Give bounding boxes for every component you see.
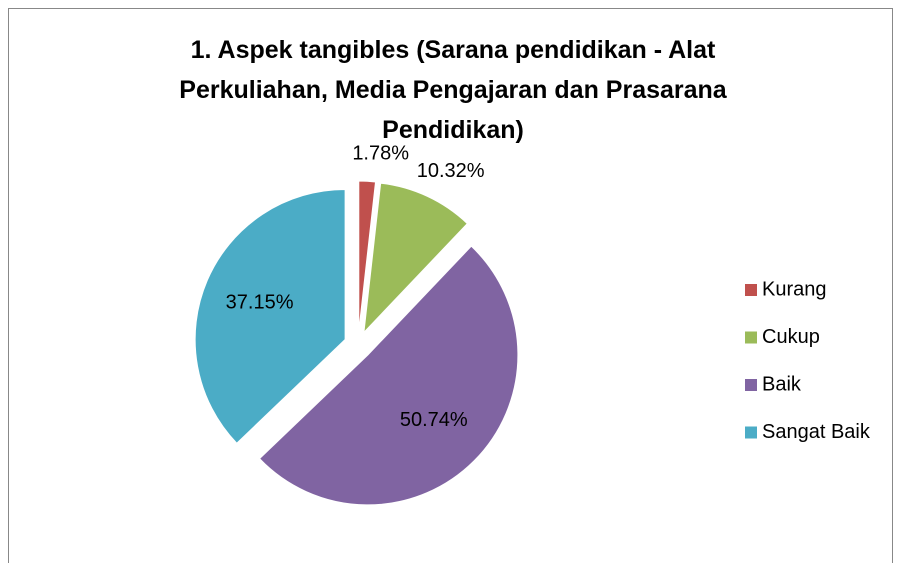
data-label: 37.15%: [226, 291, 294, 313]
chart-title: 1. Aspek tangibles (Sarana pendidikan - …: [179, 36, 727, 144]
legend-swatch: [745, 284, 757, 296]
pie-slice: [358, 180, 377, 332]
legend-label: Baik: [762, 373, 802, 395]
pie-slice: [363, 182, 468, 334]
pie-slice: [194, 189, 346, 444]
pie-slice: [258, 245, 519, 506]
legend-label: Sangat Baik: [762, 421, 871, 443]
legend-label: Cukup: [762, 326, 820, 348]
data-label: 1.78%: [352, 143, 409, 165]
data-label: 50.74%: [400, 409, 468, 431]
data-label: 10.32%: [417, 160, 485, 182]
legend-swatch: [745, 331, 757, 344]
legend-swatch: [745, 426, 757, 439]
legend-label: Kurang: [762, 278, 827, 300]
legend-swatch: [745, 379, 757, 391]
title-box: 1. Aspek tangibles (Sarana pendidikan - …: [179, 36, 727, 144]
